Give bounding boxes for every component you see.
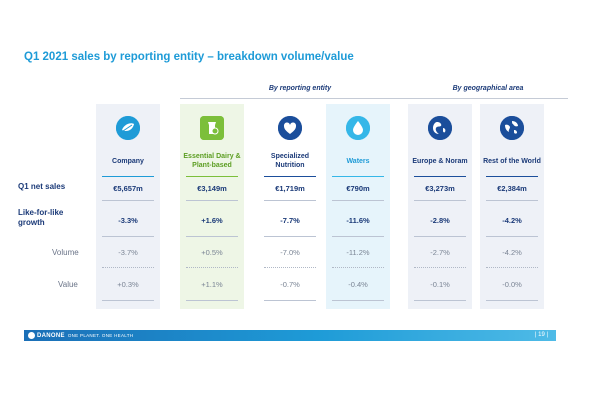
column-essential-dairy: Essential Dairy & Plant-based €3,149m +1… [180,104,244,309]
danone-logo: DANONE ONE PLANET. ONE HEALTH [28,331,133,341]
row-separator [486,236,538,237]
dairy-icon [200,116,224,140]
row-separator [102,300,154,301]
lfl-growth-value: -4.2% [502,216,522,225]
net-sales-value: €5,657m [113,184,143,193]
header-underline [332,176,384,177]
row-separator [486,267,538,268]
group-divider-entity [180,98,420,99]
value-value: -0.1% [430,280,450,289]
net-sales-value: €3,149m [197,184,227,193]
header-underline [186,176,238,177]
header-underline [102,176,154,177]
row-separator [332,236,384,237]
row-separator [414,200,466,201]
row-separator [332,200,384,201]
row-separator [332,267,384,268]
header-underline [414,176,466,177]
heart-icon [278,116,302,140]
column-header: Europe & Noram [412,157,468,165]
row-separator [186,200,238,201]
row-separator [486,300,538,301]
value-value: -0.0% [502,280,522,289]
volume-value: -11.2% [346,248,370,257]
row-separator [102,267,154,268]
globe-europe-icon [428,116,452,140]
column-specialized-nutrition: Specialized Nutrition €1,719m -7.7% -7.0… [258,104,322,309]
row-separator [264,300,316,301]
volume-value: -2.7% [430,248,450,257]
footer-brand: DANONE [37,333,65,339]
row-separator [414,267,466,268]
value-value: -0.7% [280,280,300,289]
row-separator [186,267,238,268]
column-rest-of-world: Rest of the World €2,384m -4.2% -4.2% -0… [480,104,544,309]
row-label-lfl: Like-for-like growth [18,208,64,227]
column-header: Specialized Nutrition [270,153,310,169]
row-separator [186,300,238,301]
volume-value: -3.7% [118,248,138,257]
lfl-growth-value: +1.6% [201,216,223,225]
row-separator [264,236,316,237]
row-separator [332,300,384,301]
row-separator [264,267,316,268]
globe-leaf-icon [116,116,140,140]
danone-logo-mark [28,331,35,339]
globe-world-icon [500,116,524,140]
row-label-net-sales: Q1 net sales [18,182,66,191]
net-sales-value: €790m [346,184,370,193]
lfl-growth-value: -3.3% [118,216,138,225]
water-drop-icon [346,116,370,140]
column-europe-noram: Europe & Noram €3,273m -2.8% -2.7% -0.1% [408,104,472,309]
net-sales-value: €2,384m [497,184,527,193]
row-separator [264,200,316,201]
lfl-growth-value: -2.8% [430,216,450,225]
row-separator [186,236,238,237]
header-underline [486,176,538,177]
group-label-by-entity: By reporting entity [268,85,332,92]
column-header: Essential Dairy & Plant-based [183,153,241,169]
group-label-by-geo: By geographical area [452,85,524,92]
group-divider-geo [408,98,568,99]
volume-value: -7.0% [280,248,300,257]
volume-value: +0.5% [201,248,223,257]
row-separator [102,200,154,201]
row-separator [486,200,538,201]
column-header: Waters [346,157,370,165]
row-separator [414,300,466,301]
value-value: +0.3% [117,280,139,289]
footer-tagline: ONE PLANET. ONE HEALTH [67,333,134,338]
row-label-value: Value [58,280,78,289]
row-separator [414,236,466,237]
page-number: | 19 | [534,332,548,338]
value-value: -0.4% [348,280,368,289]
column-header: Rest of the World [483,157,541,165]
slide-title: Q1 2021 sales by reporting entity – brea… [24,51,354,63]
volume-value: -4.2% [502,248,522,257]
column-header: Company [112,157,144,165]
row-label-volume: Volume [52,248,79,257]
value-value: +1.1% [201,280,223,289]
lfl-growth-value: -11.6% [346,216,370,225]
column-waters: Waters €790m -11.6% -11.2% -0.4% [326,104,390,309]
header-underline [264,176,316,177]
lfl-growth-value: -7.7% [280,216,300,225]
row-separator [102,236,154,237]
footer-bar: DANONE ONE PLANET. ONE HEALTH | 19 | [24,330,556,341]
net-sales-value: €3,273m [425,184,455,193]
column-company: Company €5,657m -3.3% -3.7% +0.3% [96,104,160,309]
net-sales-value: €1,719m [275,184,305,193]
